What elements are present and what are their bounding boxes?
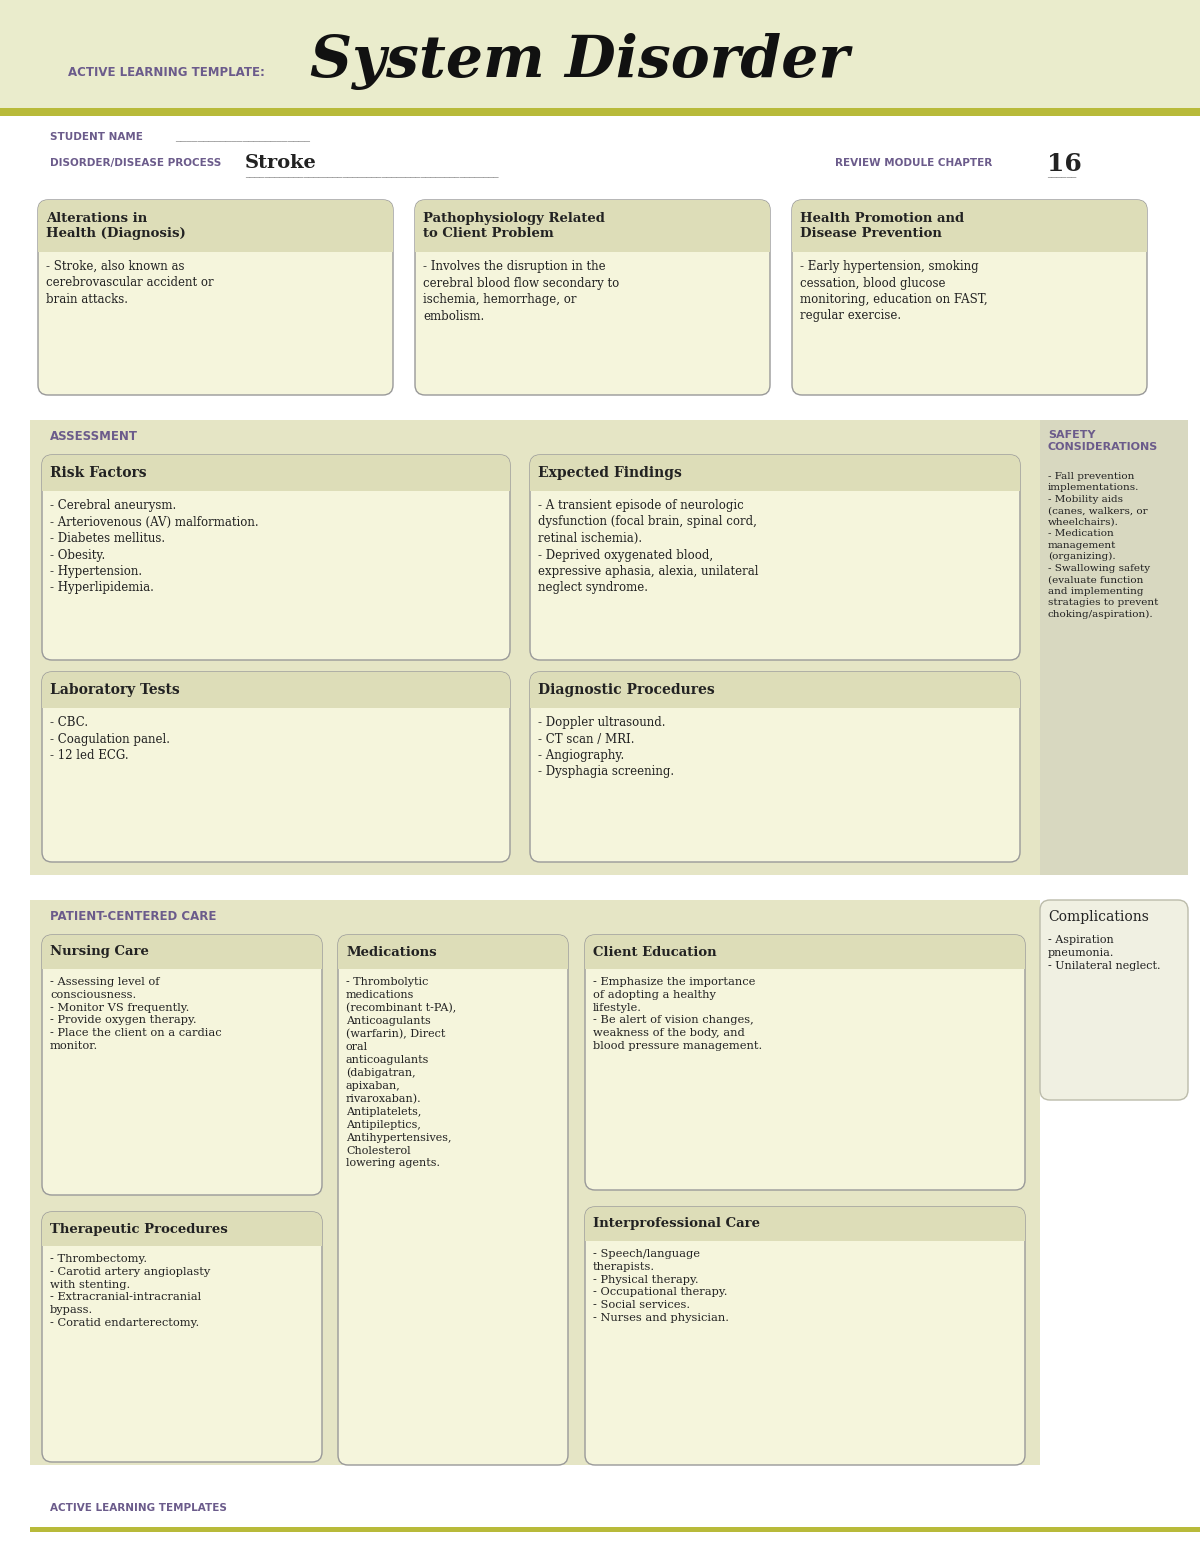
Bar (0, 0, 1200, 109)
FancyBboxPatch shape (338, 935, 568, 1464)
Bar (792, 210, 1147, 252)
FancyBboxPatch shape (38, 200, 394, 252)
Text: ______: ______ (1046, 168, 1076, 179)
FancyBboxPatch shape (586, 1207, 1025, 1241)
FancyBboxPatch shape (338, 935, 568, 969)
FancyBboxPatch shape (42, 672, 510, 862)
FancyBboxPatch shape (42, 1211, 322, 1246)
Text: - CBC.
- Coagulation panel.
- 12 led ECG.: - CBC. - Coagulation panel. - 12 led ECG… (50, 716, 170, 763)
FancyBboxPatch shape (1040, 901, 1188, 1100)
Text: STUDENT NAME: STUDENT NAME (50, 132, 143, 141)
Text: REVIEW MODULE CHAPTER: REVIEW MODULE CHAPTER (835, 158, 992, 168)
Text: - Speech/language
therapists.
- Physical therapy.
- Occupational therapy.
- Soci: - Speech/language therapists. - Physical… (593, 1249, 730, 1323)
FancyBboxPatch shape (42, 455, 510, 491)
Bar (338, 944, 568, 969)
Text: Health Promotion and
Disease Prevention: Health Promotion and Disease Prevention (800, 213, 964, 241)
Text: PATIENT-CENTERED CARE: PATIENT-CENTERED CARE (50, 910, 216, 922)
FancyBboxPatch shape (792, 200, 1147, 252)
Bar (42, 464, 510, 491)
Text: Medications: Medications (346, 946, 437, 958)
Text: ____________________________________________________: ________________________________________… (245, 168, 498, 179)
Text: SAFETY
CONSIDERATIONS: SAFETY CONSIDERATIONS (1048, 430, 1158, 452)
Text: Pathophysiology Related
to Client Problem: Pathophysiology Related to Client Proble… (424, 213, 605, 241)
Text: - Fall prevention
implementations.
- Mobility aids
(canes, walkers, or
wheelchai: - Fall prevention implementations. - Mob… (1048, 472, 1158, 618)
Text: Expected Findings: Expected Findings (538, 466, 682, 480)
Text: 16: 16 (1046, 152, 1081, 175)
FancyBboxPatch shape (792, 200, 1147, 394)
Text: Risk Factors: Risk Factors (50, 466, 146, 480)
FancyBboxPatch shape (530, 672, 1020, 862)
Text: Nursing Care: Nursing Care (50, 946, 149, 958)
Bar (30, 901, 1040, 1464)
FancyBboxPatch shape (530, 455, 1020, 491)
Bar (38, 210, 394, 252)
Text: Laboratory Tests: Laboratory Tests (50, 683, 180, 697)
Bar (0, 109, 1200, 116)
FancyBboxPatch shape (42, 1211, 322, 1461)
FancyBboxPatch shape (42, 935, 322, 969)
Text: DISORDER/DISEASE PROCESS: DISORDER/DISEASE PROCESS (50, 158, 221, 168)
FancyBboxPatch shape (415, 200, 770, 394)
Bar (586, 1218, 1025, 1241)
Bar (1040, 419, 1188, 874)
Bar (530, 464, 1020, 491)
Bar (586, 944, 1025, 969)
Text: ACTIVE LEARNING TEMPLATES: ACTIVE LEARNING TEMPLATES (50, 1503, 227, 1513)
FancyBboxPatch shape (42, 672, 510, 708)
Text: Complications: Complications (1048, 910, 1148, 924)
Bar (415, 210, 770, 252)
Text: Alterations in
Health (Diagnosis): Alterations in Health (Diagnosis) (46, 213, 186, 241)
Text: - Thrombolytic
medications
(recombinant t-PA),
Anticoagulants
(warfarin), Direct: - Thrombolytic medications (recombinant … (346, 977, 456, 1168)
FancyBboxPatch shape (42, 455, 510, 660)
Text: - Cerebral aneurysm.
- Arteriovenous (AV) malformation.
- Diabetes mellitus.
- O: - Cerebral aneurysm. - Arteriovenous (AV… (50, 499, 259, 595)
Text: Client Education: Client Education (593, 946, 716, 958)
Bar (42, 944, 322, 969)
Text: - Early hypertension, smoking
cessation, blood glucose
monitoring, education on : - Early hypertension, smoking cessation,… (800, 259, 988, 323)
Text: - Thrombectomy.
- Carotid artery angioplasty
with stenting.
- Extracranial-intra: - Thrombectomy. - Carotid artery angiopl… (50, 1253, 210, 1328)
FancyBboxPatch shape (530, 672, 1020, 708)
Text: - Assessing level of
consciousness.
- Monitor VS frequently.
- Provide oxygen th: - Assessing level of consciousness. - Mo… (50, 977, 222, 1051)
FancyBboxPatch shape (586, 935, 1025, 1190)
FancyBboxPatch shape (42, 935, 322, 1194)
Text: Interprofessional Care: Interprofessional Care (593, 1218, 760, 1230)
Text: Therapeutic Procedures: Therapeutic Procedures (50, 1222, 228, 1236)
Text: - Doppler ultrasound.
- CT scan / MRI.
- Angiography.
- Dysphagia screening.: - Doppler ultrasound. - CT scan / MRI. -… (538, 716, 674, 778)
Text: System Disorder: System Disorder (310, 34, 850, 90)
Text: - Stroke, also known as
cerebrovascular accident or
brain attacks.: - Stroke, also known as cerebrovascular … (46, 259, 214, 306)
Bar (30, 1527, 1200, 1531)
FancyBboxPatch shape (586, 1207, 1025, 1464)
FancyBboxPatch shape (415, 200, 770, 252)
Text: ASSESSMENT: ASSESSMENT (50, 430, 138, 443)
FancyBboxPatch shape (38, 200, 394, 394)
Bar (30, 419, 1040, 874)
Text: Stroke: Stroke (245, 154, 317, 172)
FancyBboxPatch shape (530, 455, 1020, 660)
Text: ACTIVE LEARNING TEMPLATE:: ACTIVE LEARNING TEMPLATE: (68, 65, 265, 79)
Text: - Involves the disruption in the
cerebral blood flow secondary to
ischemia, hemo: - Involves the disruption in the cerebra… (424, 259, 619, 323)
Bar (42, 682, 510, 708)
Text: - Emphasize the importance
of adopting a healthy
lifestyle.
- Be alert of vision: - Emphasize the importance of adopting a… (593, 977, 762, 1051)
Text: - Aspiration
pneumonia.
- Unilateral neglect.: - Aspiration pneumonia. - Unilateral neg… (1048, 935, 1160, 971)
Bar (530, 682, 1020, 708)
Text: - A transient episode of neurologic
dysfunction (focal brain, spinal cord,
retin: - A transient episode of neurologic dysf… (538, 499, 758, 595)
Text: ________________________: ________________________ (175, 132, 310, 141)
Text: Diagnostic Procedures: Diagnostic Procedures (538, 683, 715, 697)
Bar (42, 1222, 322, 1246)
FancyBboxPatch shape (586, 935, 1025, 969)
